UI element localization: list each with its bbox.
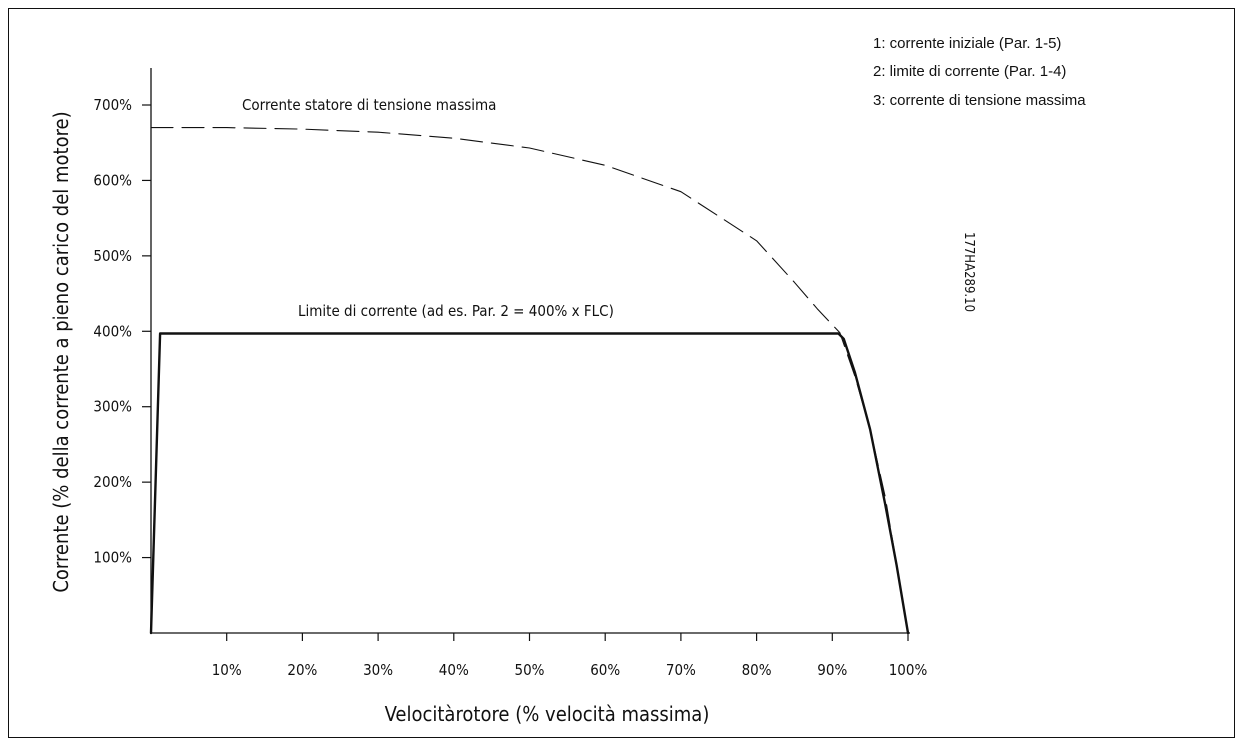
series-current-limit: [149, 332, 910, 635]
series-max-voltage-current: [150, 127, 909, 634]
x-tick-label: 30%: [363, 661, 393, 679]
x-tick-label: 40%: [439, 661, 469, 679]
y-axis-label: Corrente (% della corrente a pieno caric…: [49, 111, 73, 592]
legend-item-3: 3: corrente di tensione massima: [873, 92, 1086, 109]
y-tick-label: 300%: [93, 398, 132, 416]
legend-item-1: 1: corrente iniziale (Par. 1-5): [873, 35, 1061, 52]
y-tick-label: 100%: [93, 549, 132, 567]
x-axis-label: Velocitàrotore (% velocità massima): [385, 702, 710, 726]
y-tick-label: 600%: [93, 171, 132, 189]
x-tick-label: 20%: [287, 661, 317, 679]
x-tick-label: 80%: [742, 661, 772, 679]
annotation-max-voltage-current: Corrente statore di tensione massima: [242, 96, 496, 114]
x-tick-label: 90%: [817, 661, 847, 679]
y-tick-label: 500%: [93, 247, 132, 265]
y-tick-label: 400%: [93, 322, 132, 340]
x-ticks: 10% 20% 30% 40% 50% 60% 70% 80% 90% 100%: [212, 633, 928, 679]
x-tick-label: 50%: [515, 661, 545, 679]
axes: [150, 68, 910, 634]
x-tick-label: 70%: [666, 661, 696, 679]
y-tick-label: 200%: [93, 473, 132, 491]
figure-code: 177HA289.10: [961, 232, 976, 312]
y-tick-label: 700%: [93, 96, 132, 114]
series-group: [149, 127, 910, 635]
legend-item-2: 2: limite di corrente (Par. 1-4): [873, 63, 1066, 80]
annotation-current-limit: Limite di corrente (ad es. Par. 2 = 400%…: [298, 302, 614, 320]
y-ticks: 100% 200% 300% 400% 500% 600% 700%: [93, 96, 151, 567]
figure-frame: [8, 8, 1235, 738]
x-tick-label: 100%: [889, 661, 928, 679]
x-tick-label: 10%: [212, 661, 242, 679]
x-tick-label: 60%: [590, 661, 620, 679]
